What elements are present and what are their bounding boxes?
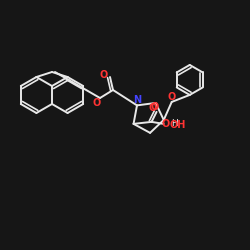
- Text: OH: OH: [170, 120, 186, 130]
- Text: H: H: [171, 120, 178, 128]
- Text: O: O: [162, 119, 170, 129]
- Text: O: O: [148, 103, 157, 113]
- Text: O: O: [150, 102, 159, 112]
- Text: O: O: [93, 98, 101, 108]
- Text: O: O: [100, 70, 108, 80]
- Text: O: O: [168, 92, 176, 102]
- Text: N: N: [133, 96, 141, 106]
